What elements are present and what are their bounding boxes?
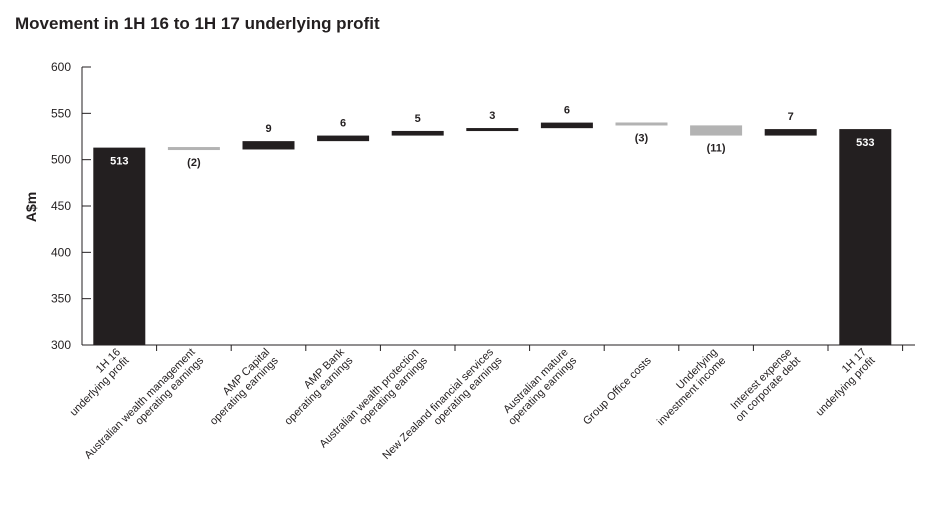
y-tick-label: 450 (51, 199, 71, 213)
bar-value-label: 3 (489, 110, 495, 122)
bar-value-label: 513 (110, 156, 128, 168)
decrease-bar (167, 147, 220, 151)
y-tick-label: 400 (51, 245, 71, 259)
category-label-line: Group Office costs (581, 354, 654, 427)
category-label: Group Office costs (581, 354, 654, 427)
decrease-bar (615, 122, 668, 126)
increase-bar (317, 135, 370, 142)
total-bar (93, 147, 146, 345)
bar-value-label: 533 (856, 137, 874, 149)
total-bar (839, 129, 892, 345)
increase-bar (764, 129, 817, 136)
y-tick-label: 500 (51, 153, 71, 167)
y-tick-label: 600 (51, 60, 71, 74)
y-axis-label: A$m (23, 192, 39, 222)
bar-value-label: 6 (340, 118, 346, 130)
increase-bar (540, 122, 593, 129)
bar-value-label: (3) (635, 132, 649, 144)
increase-bar (242, 141, 295, 150)
increase-bar (391, 130, 444, 136)
bar-value-label: 7 (788, 111, 794, 123)
y-tick-label: 350 (51, 292, 71, 306)
bar-value-label: 6 (564, 105, 570, 117)
bar-value-label: (11) (707, 143, 726, 155)
bar-value-label: 5 (415, 113, 421, 125)
y-tick-label: 300 (51, 338, 71, 352)
axis-layer: 300 350 400 450 500 550 600 (51, 60, 915, 352)
increase-bar (466, 128, 519, 132)
bar-value-label: (2) (187, 157, 201, 169)
bar-layer (93, 122, 892, 345)
chart-title: Movement in 1H 16 to 1H 17 underlying pr… (15, 14, 380, 33)
y-tick-label: 550 (51, 106, 71, 120)
bar-value-label: 9 (265, 123, 271, 135)
decrease-bar (690, 125, 743, 136)
